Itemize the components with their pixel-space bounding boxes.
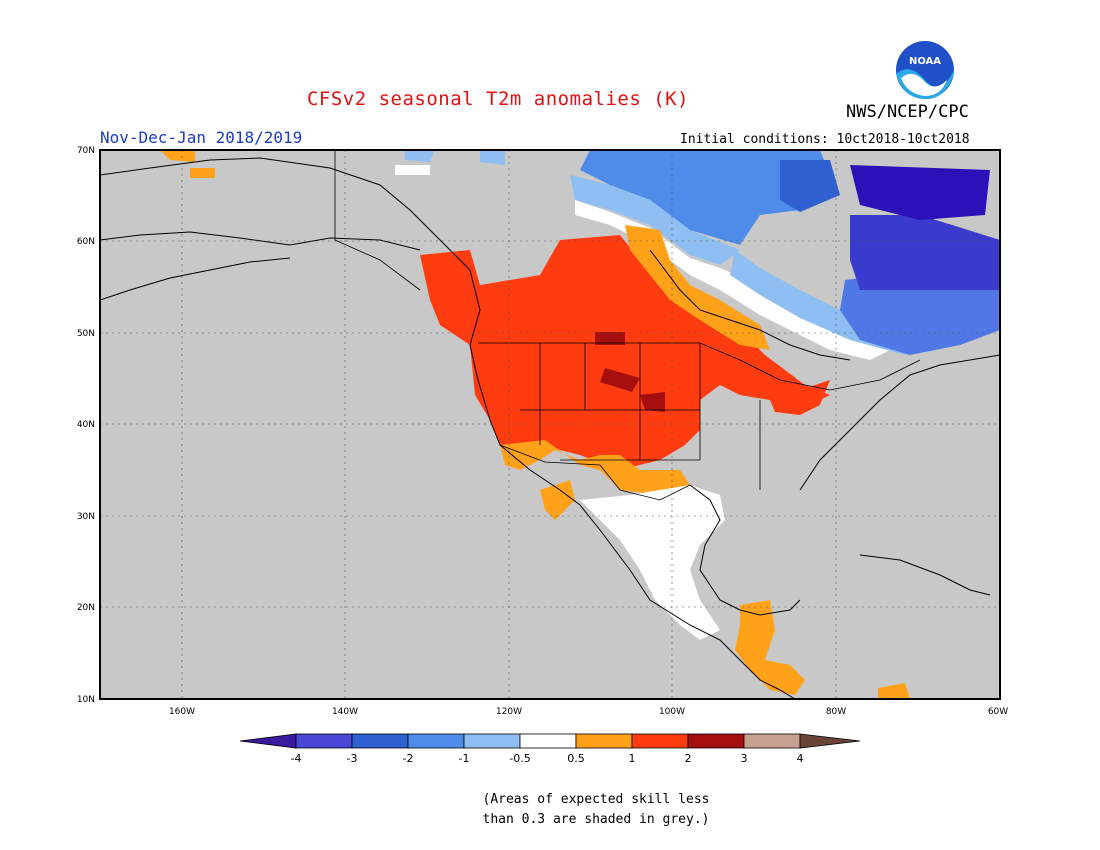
colorbar-swatch: [519, 733, 577, 749]
colorbar-label: -3: [347, 752, 358, 765]
state-borders: [520, 343, 761, 490]
agency-label: NWS/NCEP/CPC: [846, 102, 969, 122]
longitude-labels: 160W 140W 120W 100W 80W 60W: [169, 707, 1008, 717]
gulf-coastline: [689, 484, 801, 616]
colorbar-label: -1: [459, 752, 470, 765]
lat-label: 20N: [77, 603, 95, 613]
cool-patch-arctic: [405, 150, 435, 162]
us-mexico-border: [499, 444, 691, 501]
neutral-region-mexico: [580, 485, 725, 640]
logo-text: NOAA: [909, 56, 941, 67]
warm-patch-great-lakes: [770, 380, 830, 415]
colorbar-swatch: [295, 733, 353, 749]
footnote-line-2: than 0.3 are shaded in grey.): [482, 812, 710, 827]
very-cold-region-east: [850, 215, 1000, 290]
colorbar-left-arrow: [239, 733, 297, 749]
colorbar: -4 -3 -2 -1 -0.5 0.5 1 2 3 4: [239, 733, 861, 765]
lon-label: 60W: [988, 707, 1008, 717]
warm-patch-siberia2: [190, 168, 215, 178]
colorbar-label: 2: [685, 752, 692, 765]
lat-label: 70N: [77, 146, 95, 156]
lon-label: 120W: [496, 707, 522, 717]
alaska-coastline: [100, 231, 421, 251]
warm-region-southwest: [500, 440, 690, 495]
lon-label: 100W: [659, 707, 685, 717]
colorbar-label: -4: [291, 752, 302, 765]
colorbar-right-arrow: [799, 733, 861, 749]
map-title: CFSv2 seasonal T2m anomalies (K): [306, 88, 690, 110]
lat-label: 40N: [77, 420, 95, 430]
lon-label: 140W: [332, 707, 358, 717]
colorbar-label: 0.5: [567, 752, 585, 765]
graticule: [100, 150, 1000, 699]
noaa-logo: NOAA: [895, 40, 955, 100]
very-warm-patch-2: [600, 368, 640, 392]
political-borders: [334, 150, 921, 501]
very-cold-region-greenland: [850, 165, 990, 220]
colorbar-swatch: [575, 733, 633, 749]
colorbar-swatch: [407, 733, 465, 749]
lat-label: 60N: [77, 237, 95, 247]
neutral-patch-arctic: [395, 165, 430, 175]
warm-patch-mexico: [540, 480, 575, 520]
cool-patch-arctic2: [480, 150, 505, 165]
hudson-bay-coastline: [649, 249, 851, 361]
pacific-coastline: [100, 157, 796, 699]
colorbar-label: 1: [629, 752, 636, 765]
colorbar-swatch: [743, 733, 801, 749]
initial-conditions: Initial conditions: 10ct2018-10ct2018: [680, 132, 970, 147]
map-frame: [99, 149, 1001, 700]
colorbar-label: 3: [741, 752, 748, 765]
colorbar-label: 4: [797, 752, 804, 765]
atlantic-coastline: [799, 354, 1000, 491]
very-warm-patch-1: [595, 332, 625, 345]
very-warm-patch-3: [640, 392, 665, 412]
colorbar-swatch: [351, 733, 409, 749]
colorbar-swatch: [463, 733, 521, 749]
warm-patch-siberia: [160, 150, 195, 162]
cold-region-north: [580, 150, 830, 245]
colorbar-swatch: [687, 733, 745, 749]
lon-label: 160W: [169, 707, 195, 717]
anomaly-shading: [160, 150, 1000, 699]
warm-patch-colombia: [878, 683, 910, 699]
footnote: (Areas of expected skill less than 0.3 a…: [0, 790, 1100, 830]
colorbar-label: -2: [403, 752, 414, 765]
caribbean-islands: [859, 554, 991, 596]
mild-warm-band: [625, 225, 770, 350]
lat-label: 50N: [77, 329, 95, 339]
cool-band: [570, 175, 740, 265]
aleutian-coastline: [100, 257, 291, 301]
alaska-canada-border: [334, 150, 421, 291]
cold-region-north-dark: [780, 160, 840, 212]
lon-label: 80W: [826, 707, 846, 717]
coastlines: [100, 157, 1000, 699]
forecast-period: Nov-Dec-Jan 2018/2019: [100, 128, 303, 147]
warm-region-central-america: [735, 600, 805, 695]
lat-label: 30N: [77, 512, 95, 522]
colorbar-label: -0.5: [509, 752, 530, 765]
latitude-labels: 70N 60N 50N 40N 30N 20N 10N: [77, 146, 95, 705]
lat-label: 10N: [77, 695, 95, 705]
colorbar-swatch: [631, 733, 689, 749]
footnote-line-1: (Areas of expected skill less: [482, 792, 710, 807]
warm-region-west: [420, 235, 830, 470]
